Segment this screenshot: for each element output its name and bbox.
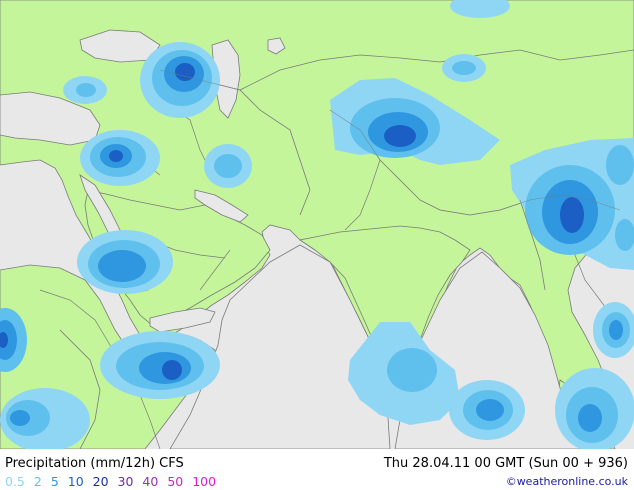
legend-item: 20	[92, 474, 109, 489]
precip-legend: 0.5 2 5 10 20 30 40 50 100	[5, 474, 221, 489]
credit-link[interactable]: ©weatheronline.co.uk	[505, 475, 628, 488]
precip-sudan	[77, 230, 173, 294]
footer: Precipitation (mm/12h) CFS Thu 28.04.11 …	[0, 449, 634, 490]
precipitation-layer	[0, 0, 634, 449]
precip-southeast-asia	[510, 138, 634, 270]
precip-sumatra	[555, 368, 634, 449]
precip-west-africa	[0, 308, 27, 372]
precip-himalaya	[330, 78, 500, 165]
precip-srilanka	[348, 322, 460, 425]
precip-kazakh	[442, 54, 486, 82]
legend-item: 40	[142, 474, 159, 489]
precip-east-africa-south	[0, 388, 90, 449]
precipitation-map	[0, 0, 634, 449]
forecast-datetime: Thu 28.04.11 00 GMT (Sun 00 + 936)	[383, 456, 628, 471]
legend-item: 100	[192, 474, 217, 489]
precip-levant	[80, 130, 160, 186]
legend-item: 5	[50, 474, 59, 489]
legend-item: 2	[33, 474, 42, 489]
precip-horn	[100, 331, 220, 399]
legend-item: 30	[117, 474, 134, 489]
precip-top	[450, 0, 510, 18]
precip-turkey	[63, 76, 107, 104]
precip-caucasus	[140, 42, 220, 118]
map-title: Precipitation (mm/12h) CFS	[5, 456, 184, 471]
legend-item: 0.5	[5, 474, 25, 489]
legend-item: 50	[167, 474, 184, 489]
borders-overlay	[59, 69, 621, 449]
precip-iran	[204, 144, 252, 188]
legend-item: 10	[67, 474, 84, 489]
precip-thailand	[593, 302, 634, 358]
precip-indian-ocean	[449, 380, 525, 440]
